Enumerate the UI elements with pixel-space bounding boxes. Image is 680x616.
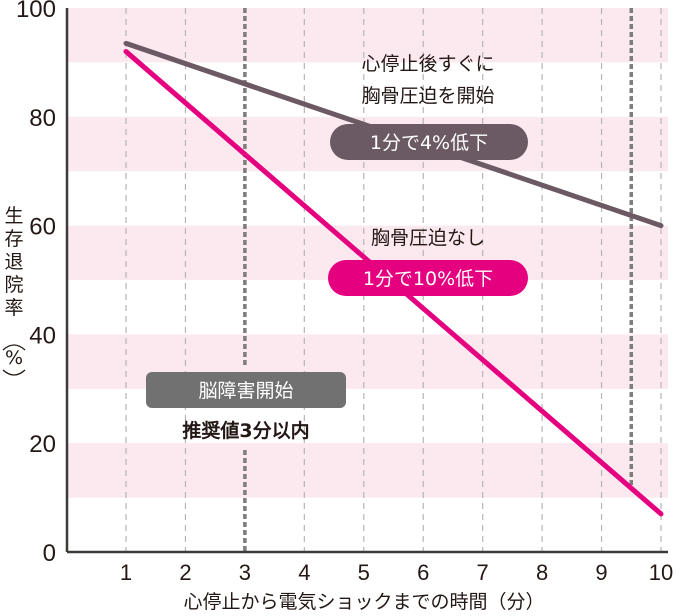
dark-pill-bg: [330, 124, 528, 160]
x-tick-4: 4: [298, 560, 310, 585]
y-title-paren-close: [2, 369, 26, 376]
pink-pill-text: 1分で10%低下: [363, 268, 493, 290]
y-tick-100: 100: [16, 0, 56, 23]
y-title-char: 生: [4, 205, 23, 227]
x-tick-labels: 1 2 3 4 5 6 7 8 9 10: [120, 560, 673, 585]
y-title-char: 院: [4, 274, 23, 296]
band-20: [67, 443, 668, 498]
y-tick-40: 40: [29, 322, 56, 349]
x-tick-10: 10: [649, 560, 673, 585]
brain-damage-box: 脳障害開始: [146, 372, 346, 408]
pink-pill-bg: [328, 260, 528, 296]
band-100: [67, 8, 668, 63]
x-tick-3: 3: [239, 560, 251, 585]
dark-pill-text: 1分で4%低下: [370, 132, 488, 154]
y-tick-0: 0: [43, 540, 56, 567]
y-tick-labels: 0 20 40 60 80 100: [16, 0, 56, 567]
x-axis-title: 心停止から電気ショックまでの時間（分）: [183, 591, 544, 613]
x-tick-8: 8: [536, 560, 548, 585]
reference-lines: [243, 8, 634, 552]
x-tick-6: 6: [417, 560, 429, 585]
brain-box-bg: [146, 372, 346, 408]
pink-rate-pill: 1分で10%低下: [328, 260, 528, 296]
x-tick-5: 5: [358, 560, 370, 585]
y-tick-20: 20: [29, 431, 56, 458]
y-tick-60: 60: [29, 214, 56, 241]
annotation-compressions-line2: 胸骨圧迫を開始: [361, 85, 494, 107]
y-title-unit: %: [5, 347, 23, 369]
recommend-label: 推奨値3分以内: [182, 419, 309, 442]
y-tick-80: 80: [29, 105, 56, 132]
annotation-compressions-line1: 心停止後すぐに: [361, 53, 494, 75]
y-title-paren-open: [2, 344, 26, 351]
x-tick-1: 1: [120, 560, 132, 585]
dark-rate-pill: 1分で4%低下: [330, 124, 528, 160]
annotation-no-compressions: 胸骨圧迫なし: [371, 227, 485, 249]
y-title-char: 存: [4, 228, 23, 250]
x-tick-7: 7: [477, 560, 489, 585]
y-title-char: 退: [4, 251, 23, 273]
x-tick-9: 9: [595, 560, 607, 585]
brain-box-text: 脳障害開始: [198, 380, 293, 402]
x-tick-2: 2: [179, 560, 191, 585]
y-title-char: 率: [4, 297, 23, 319]
